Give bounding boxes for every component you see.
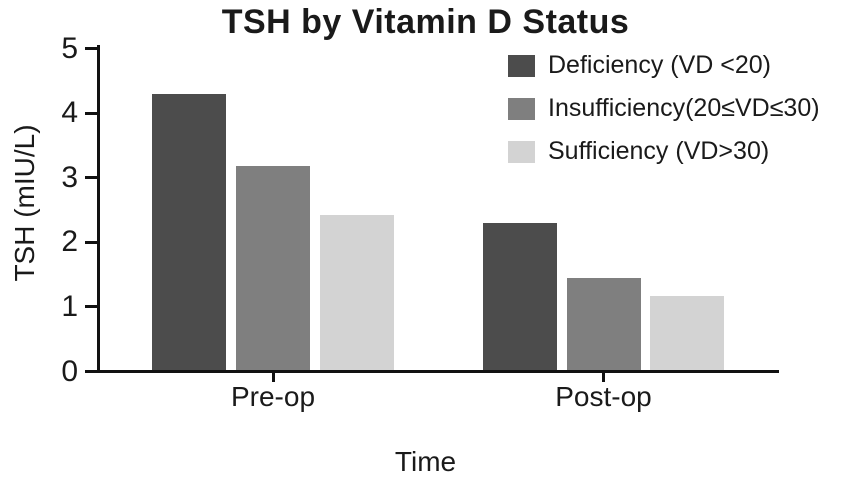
y-tick-mark — [85, 47, 97, 50]
bar-pre-op-insufficiency — [236, 166, 310, 370]
y-tick-mark — [85, 111, 97, 115]
y-tick-label: 2 — [61, 225, 78, 259]
y-tick-mark — [85, 305, 97, 309]
x-tick-mark — [602, 373, 605, 382]
bar-group-pre-op — [152, 94, 394, 370]
legend-swatch-icon — [508, 97, 535, 120]
legend-label: Insufficiency(20≤VD≤30) — [548, 94, 820, 122]
x-tick-mark — [271, 373, 275, 382]
x-axis-label: Time — [394, 446, 457, 477]
x-axis-line — [85, 370, 779, 373]
bar-pre-op-sufficiency — [320, 215, 394, 370]
y-tick-label: 3 — [61, 160, 78, 194]
bar-pre-op-deficiency — [152, 94, 226, 370]
bar-post-op-insufficiency — [566, 278, 641, 370]
legend-swatch-icon — [508, 140, 535, 163]
legend: Deficiency (VD <20) Insufficiency(20≤VD≤3… — [508, 51, 820, 165]
x-tick-label-post-op: Post-op — [555, 381, 652, 412]
legend-item: Insufficiency(20≤VD≤30) — [508, 94, 820, 122]
legend-label: Sufficiency (VD>30) — [548, 137, 770, 165]
legend-label: Deficiency (VD <20) — [548, 51, 771, 79]
y-tick-label: 0 — [61, 354, 78, 388]
bar-post-op-sufficiency — [650, 296, 724, 370]
bar-group-post-op — [483, 223, 724, 370]
y-tick-label: 1 — [61, 289, 78, 323]
y-tick-mark — [85, 240, 97, 244]
legend-item: Sufficiency (VD>30) — [508, 137, 820, 165]
legend-swatch-icon — [508, 54, 535, 77]
bar-post-op-deficiency — [483, 223, 557, 370]
y-axis-line — [97, 45, 100, 373]
x-tick-label-pre-op: Pre-op — [230, 381, 316, 412]
y-tick-label: 4 — [61, 96, 78, 130]
y-tick-mark — [85, 176, 97, 180]
chart-title: TSH by Vitamin D Status — [221, 3, 630, 41]
legend-item: Deficiency (VD <20) — [508, 51, 820, 79]
y-axis-label: TSH (mIU/L) — [9, 124, 40, 282]
y-tick-label: 5 — [61, 31, 78, 65]
